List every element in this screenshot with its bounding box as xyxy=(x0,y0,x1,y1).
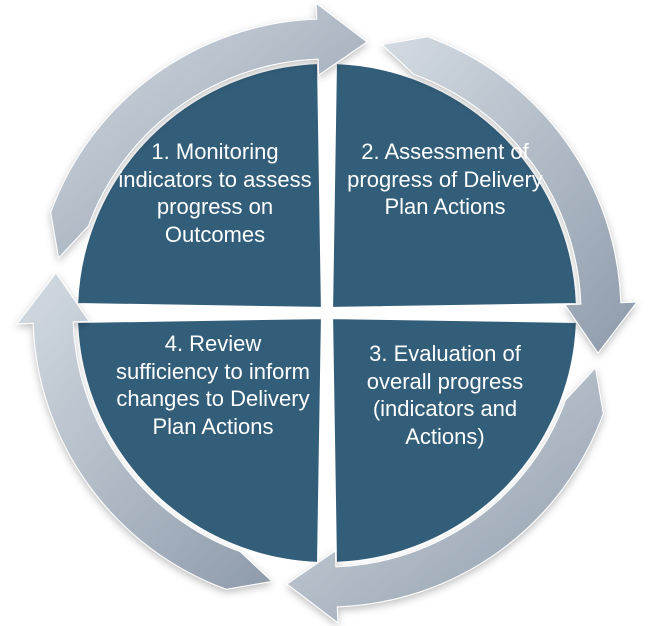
cycle-svg xyxy=(0,0,654,626)
quadrant-layer xyxy=(77,63,577,563)
quadrant-2 xyxy=(332,63,577,308)
quadrant-1 xyxy=(77,63,322,308)
arrow-ring-layer xyxy=(17,3,637,623)
cycle-diagram: 1. Monitoring indicators to assess progr… xyxy=(0,0,654,626)
quadrant-3 xyxy=(332,318,577,563)
quadrant-4 xyxy=(77,318,322,563)
